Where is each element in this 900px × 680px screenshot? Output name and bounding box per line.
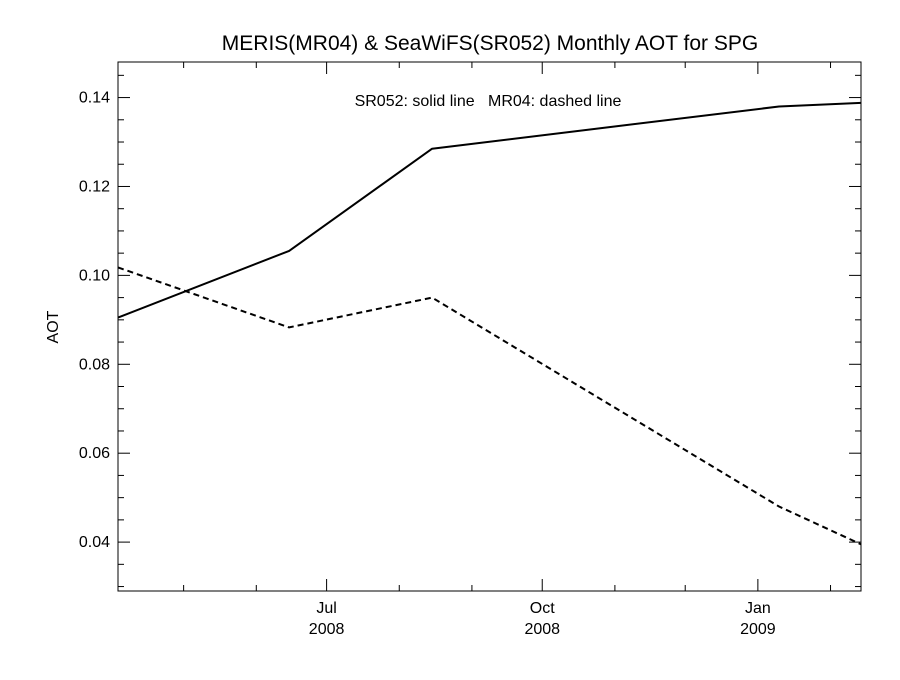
legend-annotation: SR052: solid line MR04: dashed line — [355, 93, 622, 110]
y-tick-label: 0.12 — [79, 178, 110, 195]
plot-frame — [117, 61, 862, 592]
series-line-mr04 — [117, 266, 862, 546]
y-tick-label: 0.14 — [79, 90, 110, 107]
y-axis-label: AOT — [45, 310, 62, 343]
chart-title: MERIS(MR04) & SeaWiFS(SR052) Monthly AOT… — [222, 32, 758, 55]
x-tick-label-year: 2009 — [740, 621, 776, 638]
y-tick-label: 0.10 — [79, 267, 110, 284]
x-tick-label-year: 2008 — [524, 621, 560, 638]
plot-area: 0.04 0.06 0.08 0.10 0.12 0.14 Jul 2008 Oct 2008 Ja… — [79, 61, 862, 638]
y-tick-label: 0.04 — [79, 534, 110, 551]
x-tick-label-month: Jan — [745, 600, 771, 617]
x-tick-label-month: Jul — [316, 600, 336, 617]
series-line-sr052 — [117, 101, 862, 319]
y-tick-label: 0.06 — [79, 445, 110, 462]
x-tick-label-year: 2008 — [309, 621, 345, 638]
y-tick-label: 0.08 — [79, 356, 110, 373]
x-tick-label-month: Oct — [530, 600, 555, 617]
